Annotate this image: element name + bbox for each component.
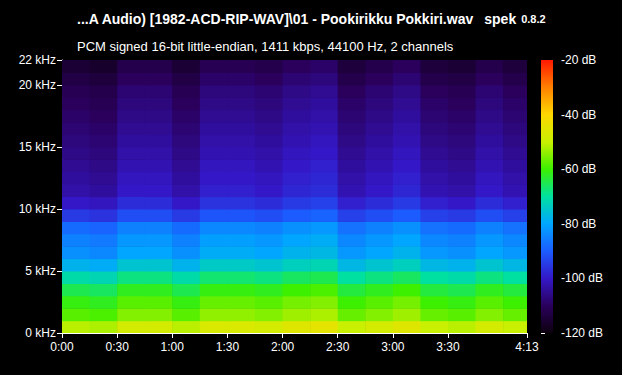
svg-text:0:30: 0:30 — [105, 340, 129, 354]
svg-text:-120 dB: -120 dB — [561, 326, 603, 340]
svg-text:...A Audio) [1982-ACD-RIP-WAV]: ...A Audio) [1982-ACD-RIP-WAV]\01 - Pook… — [77, 11, 473, 27]
svg-text:1:00: 1:00 — [161, 340, 185, 354]
svg-text:15 kHz: 15 kHz — [19, 140, 56, 154]
svg-text:-20 dB: -20 dB — [561, 53, 596, 67]
svg-text:0 kHz: 0 kHz — [25, 326, 56, 340]
svg-text:0.8.2: 0.8.2 — [521, 13, 545, 25]
svg-text:-40 dB: -40 dB — [561, 108, 596, 122]
svg-text:2:30: 2:30 — [326, 340, 350, 354]
svg-text:22 kHz: 22 kHz — [19, 53, 56, 67]
svg-text:10 kHz: 10 kHz — [19, 202, 56, 216]
svg-text:20 kHz: 20 kHz — [19, 78, 56, 92]
svg-text:4:13: 4:13 — [515, 340, 539, 354]
svg-text:1:30: 1:30 — [216, 340, 240, 354]
svg-text:3:00: 3:00 — [381, 340, 405, 354]
svg-text:0:00: 0:00 — [50, 340, 74, 354]
svg-text:-100 dB: -100 dB — [561, 271, 603, 285]
svg-text:5 kHz: 5 kHz — [25, 264, 56, 278]
svg-text:PCM signed 16-bit little-endia: PCM signed 16-bit little-endian, 1411 kb… — [77, 39, 454, 54]
svg-text:2:00: 2:00 — [271, 340, 295, 354]
svg-text:-60 dB: -60 dB — [561, 162, 596, 176]
svg-text:spek: spek — [484, 11, 516, 27]
svg-text:3:30: 3:30 — [436, 340, 460, 354]
svg-text:-80 dB: -80 dB — [561, 217, 596, 231]
